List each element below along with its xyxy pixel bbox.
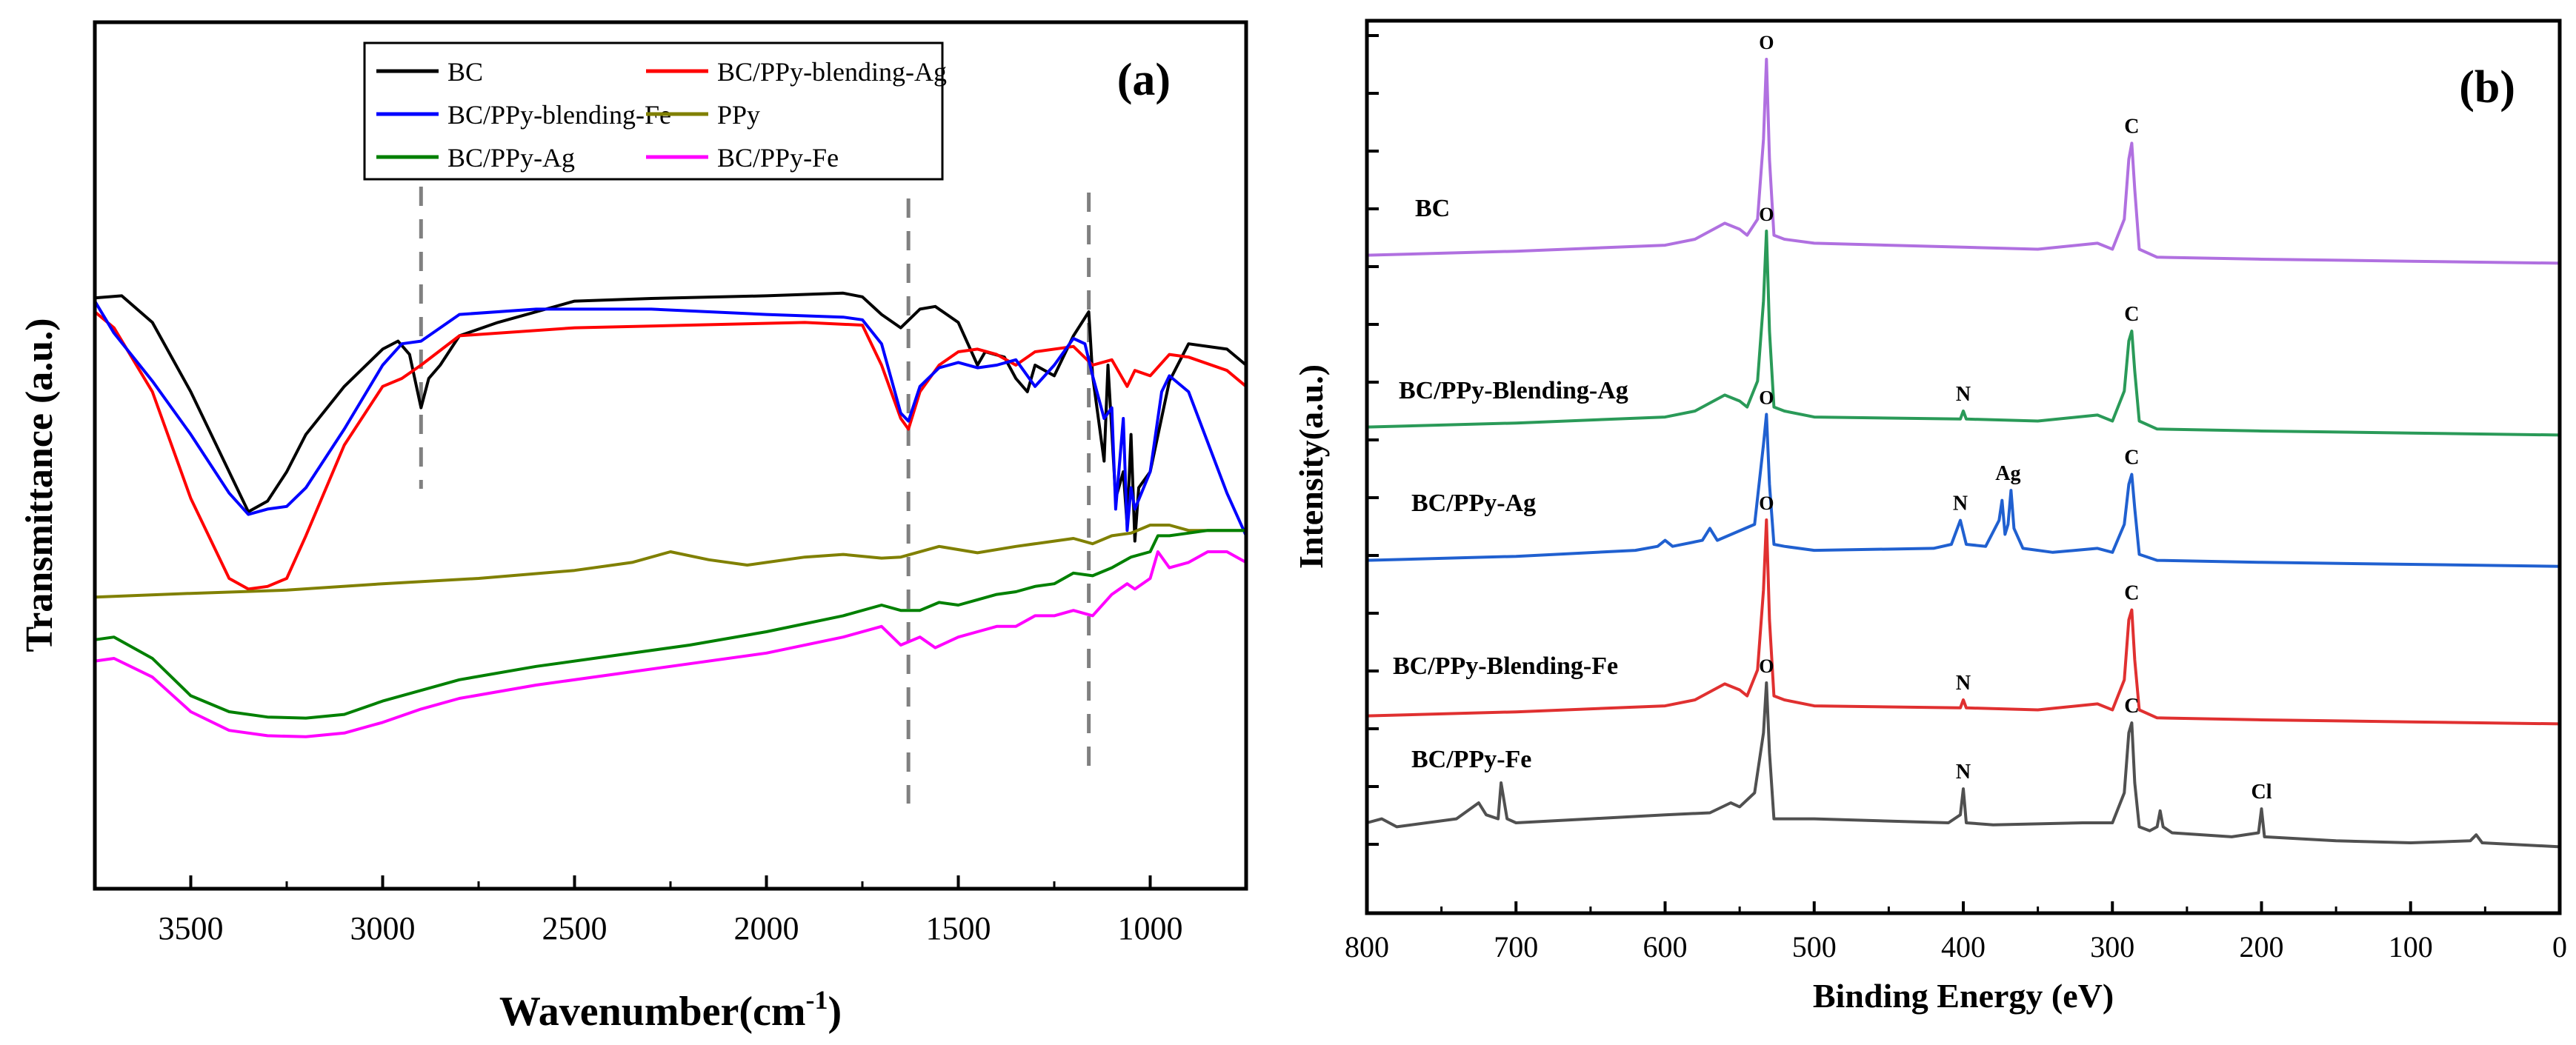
peak-label-o: O: [1759, 204, 1774, 225]
series-line-bc: [94, 291, 1248, 543]
legend-label-bc: BC: [447, 57, 483, 87]
x-tick-label-0: 0: [2552, 930, 2567, 964]
peak-label-o: O: [1759, 493, 1774, 514]
panel-a-x-axis-label-close: ): [828, 989, 842, 1035]
ftir-series: [93, 291, 1248, 738]
series-label-bc-ppy-ag: BC/PPy-Ag: [1411, 490, 1536, 517]
x-tick-label-2000: 2000: [734, 910, 799, 946]
peak-label-o: O: [1759, 387, 1774, 409]
peak-label-n: N: [1956, 383, 1971, 406]
peak-annotations: O C O N C O N Ag C O N C O N C Cl: [1759, 32, 2272, 804]
legend-label-ppy: PPy: [717, 100, 760, 130]
panel-a-x-axis-label-main: Wavenumber(cm: [499, 989, 806, 1035]
legend-label-bc-ppy-blending-ag: BC/PPy-blending-Ag: [717, 57, 947, 87]
peak-label-cl: Cl: [2251, 781, 2272, 804]
x-tick-label-100: 100: [2389, 930, 2433, 964]
panel-b-y-ticks: [1367, 34, 1379, 846]
xps-line-bc-ppy-blending-fe: [1366, 518, 2560, 726]
panel-a-x-axis-label-sup: -1: [806, 985, 828, 1015]
panel-a-x-ticks: 3500 3000 2500 2000 1500 1000: [93, 875, 1248, 946]
series-line-bc-ppy-blending-ag: [93, 310, 1248, 591]
peak-label-c: C: [2124, 115, 2139, 138]
x-tick-label-3000: 3000: [350, 910, 416, 946]
xps-line-bc: [1366, 58, 2560, 265]
x-tick-label-3500: 3500: [159, 910, 224, 946]
x-tick-label-700: 700: [1494, 930, 1538, 964]
panel-b-x-axis-label: Binding Energy (eV): [1813, 977, 2114, 1015]
legend-label-bc-ppy-ag: BC/PPy-Ag: [447, 143, 575, 173]
peak-label-c: C: [2124, 447, 2139, 470]
xps-line-bc-ppy-blending-ag: [1366, 230, 2560, 437]
x-tick-label-1000: 1000: [1118, 910, 1183, 946]
xps-panel: Intensity(a.u.) O C O N C O N Ag C O N C O N C Cl BC BC/…: [1292, 19, 2567, 1015]
peak-label-o: O: [1759, 32, 1774, 53]
peak-label-n: N: [1956, 672, 1971, 695]
legend: BC BC/PPy-blending-Ag BC/PPy-blending-Fe PP…: [363, 41, 947, 181]
x-tick-label-300: 300: [2090, 930, 2134, 964]
series-label-bc-ppy-blending-ag: BC/PPy-Blending-Ag: [1399, 377, 1628, 404]
x-tick-label-200: 200: [2240, 930, 2284, 964]
x-tick-label-600: 600: [1643, 930, 1688, 964]
xps-line-bc-ppy-fe: [1366, 681, 2560, 849]
xps-series: [1366, 58, 2560, 849]
x-tick-label-400: 400: [1941, 930, 1986, 964]
series-line-bc-ppy-ag: [94, 529, 1246, 720]
series-line-ppy: [94, 524, 1246, 599]
x-tick-label-1500: 1500: [926, 910, 991, 946]
series-label-bc-ppy-fe: BC/PPy-Fe: [1411, 746, 1531, 773]
panel-b-y-axis-label: Intensity(a.u.): [1292, 364, 1330, 569]
xps-line-bc-ppy-ag: [1366, 413, 2560, 568]
panel-b-x-ticks: 800 700 600 500 400 300 200 100 0: [1345, 901, 2567, 964]
legend-label-bc-ppy-blending-fe: BC/PPy-blending-Fe: [447, 100, 671, 130]
panel-a-label: (a): [1117, 55, 1171, 105]
peak-label-n: N: [1956, 761, 1971, 784]
peak-label-c: C: [2124, 695, 2139, 718]
panel-a-y-axis-label: Transmittance (a.u.): [19, 318, 61, 652]
reference-lines: [419, 154, 1091, 804]
peak-label-c: C: [2124, 582, 2139, 605]
ftir-panel: Transmittance (a.u.) 3500 3000 2500 2000 150…: [19, 20, 1248, 1035]
x-tick-label-800: 800: [1345, 930, 1389, 964]
series-labels: BC BC/PPy-Blending-Ag BC/PPy-Ag BC/PPy-Blen…: [1393, 195, 1628, 773]
series-line-bc-ppy-blending-fe: [93, 300, 1248, 537]
x-tick-label-2500: 2500: [542, 910, 608, 946]
x-tick-label-500: 500: [1792, 930, 1837, 964]
panel-a-x-axis-label: Wavenumber(cm-1): [499, 985, 842, 1035]
series-label-bc-ppy-blending-fe: BC/PPy-Blending-Fe: [1393, 652, 1618, 680]
legend-label-bc-ppy-fe: BC/PPy-Fe: [717, 143, 839, 173]
peak-label-c: C: [2124, 303, 2139, 326]
peak-label-ag: Ag: [1995, 462, 2020, 485]
panel-b-label: (b): [2459, 62, 2515, 113]
peak-label-n: N: [1953, 493, 1968, 515]
peak-label-o: O: [1759, 655, 1774, 677]
series-line-bc-ppy-fe: [94, 550, 1247, 738]
series-label-bc: BC: [1415, 195, 1450, 222]
